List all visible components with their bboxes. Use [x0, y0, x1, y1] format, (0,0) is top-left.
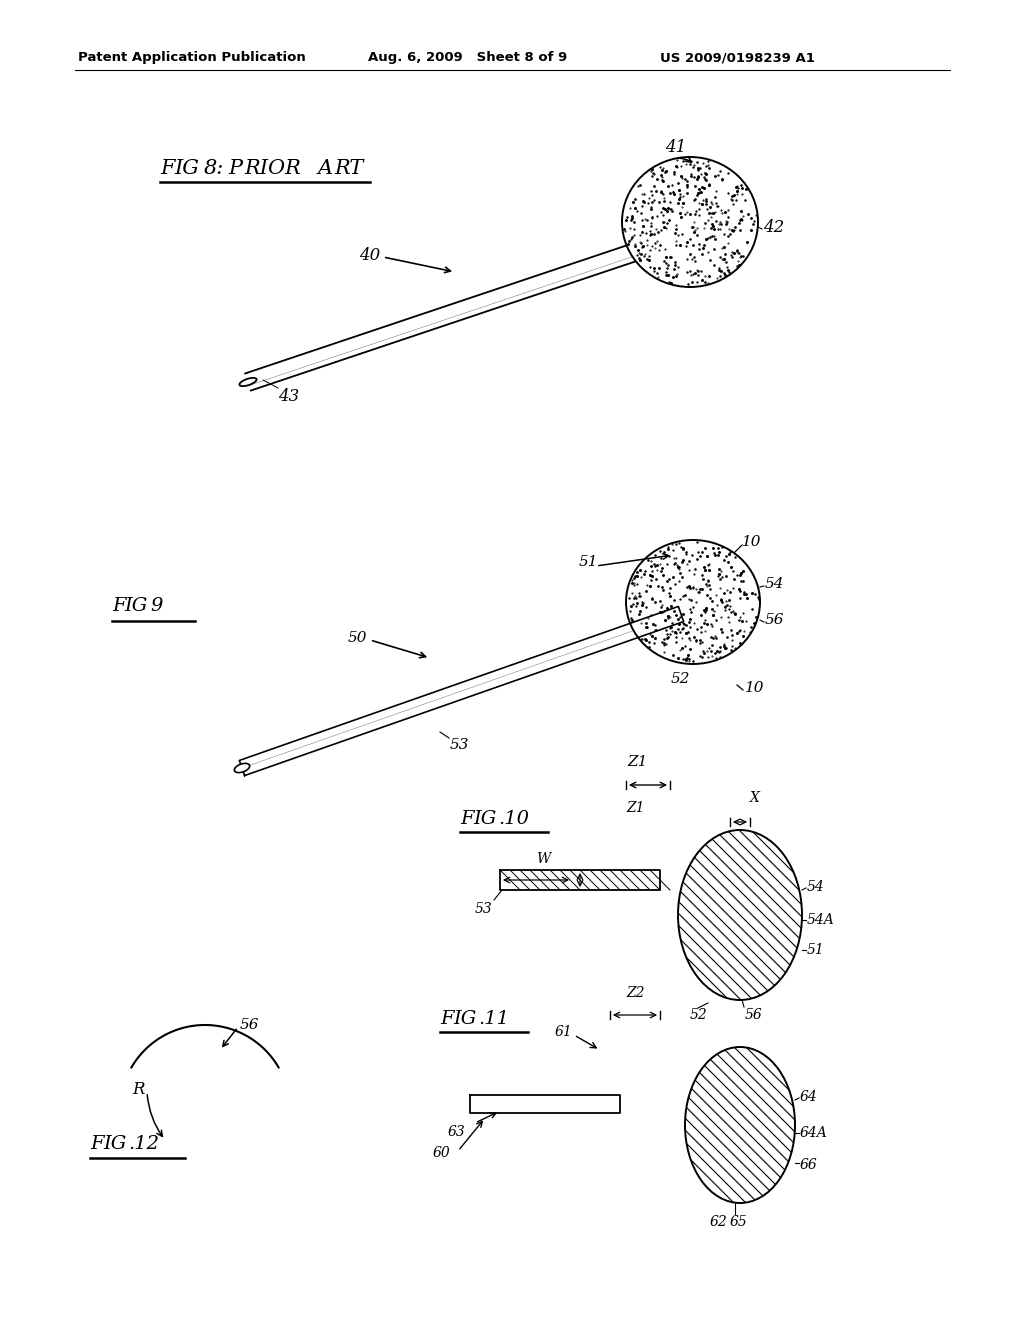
Ellipse shape [678, 830, 802, 1001]
Text: 9: 9 [150, 597, 163, 615]
Text: 56: 56 [765, 612, 784, 627]
Ellipse shape [626, 540, 760, 664]
Text: 63: 63 [447, 1125, 465, 1139]
Text: 56: 56 [745, 1008, 763, 1022]
Ellipse shape [685, 1047, 795, 1203]
Text: 53: 53 [450, 738, 469, 752]
Text: Z1: Z1 [627, 801, 645, 814]
Ellipse shape [240, 378, 257, 387]
Text: F: F [160, 158, 174, 178]
Text: A: A [318, 158, 333, 178]
Text: 10: 10 [742, 535, 762, 549]
Text: IG: IG [174, 158, 199, 178]
Text: US 2009/0198239 A1: US 2009/0198239 A1 [660, 51, 815, 65]
Text: 62: 62 [710, 1214, 728, 1229]
Text: Z1: Z1 [628, 755, 648, 770]
Text: 61: 61 [554, 1026, 572, 1039]
Text: .11: .11 [478, 1010, 509, 1028]
Text: 66: 66 [800, 1158, 818, 1172]
Text: 50: 50 [347, 631, 367, 645]
Text: 8:: 8: [204, 158, 224, 178]
Text: F: F [90, 1135, 103, 1152]
Text: 64: 64 [800, 1090, 818, 1104]
Text: 60: 60 [432, 1146, 450, 1160]
Text: W: W [537, 851, 550, 866]
Text: F: F [112, 597, 126, 615]
Text: R: R [132, 1081, 145, 1098]
Ellipse shape [622, 157, 758, 286]
Text: 65: 65 [730, 1214, 748, 1229]
Text: 64A: 64A [800, 1126, 827, 1140]
Text: Aug. 6, 2009   Sheet 8 of 9: Aug. 6, 2009 Sheet 8 of 9 [368, 51, 567, 65]
Text: IG: IG [124, 597, 147, 615]
Text: 10: 10 [745, 681, 765, 696]
Text: IG: IG [453, 1010, 476, 1028]
Text: F: F [460, 810, 473, 828]
Text: 40: 40 [358, 247, 380, 264]
Text: F: F [440, 1010, 454, 1028]
Text: 42: 42 [763, 219, 784, 235]
Text: P: P [228, 158, 242, 178]
Text: 54A: 54A [807, 913, 835, 927]
Text: 43: 43 [278, 388, 299, 405]
Text: Z2: Z2 [627, 986, 645, 1001]
Polygon shape [470, 1096, 620, 1113]
Ellipse shape [234, 763, 250, 772]
Text: 56: 56 [240, 1018, 259, 1032]
Text: RT: RT [334, 158, 364, 178]
Text: 51: 51 [579, 554, 598, 569]
Text: 54: 54 [765, 577, 784, 591]
Text: Patent Application Publication: Patent Application Publication [78, 51, 306, 65]
Text: IG: IG [473, 810, 497, 828]
Text: 54: 54 [807, 880, 824, 894]
Text: .10: .10 [498, 810, 529, 828]
Text: 51: 51 [807, 942, 824, 957]
Text: 52: 52 [690, 1008, 708, 1022]
Text: 41: 41 [665, 140, 686, 157]
Polygon shape [240, 606, 684, 776]
Text: IG: IG [103, 1135, 126, 1152]
Polygon shape [500, 870, 660, 890]
Text: RIOR: RIOR [244, 158, 301, 178]
Text: .12: .12 [128, 1135, 159, 1152]
Text: 53: 53 [474, 902, 492, 916]
Text: X: X [750, 791, 760, 805]
Text: 52: 52 [671, 672, 690, 686]
